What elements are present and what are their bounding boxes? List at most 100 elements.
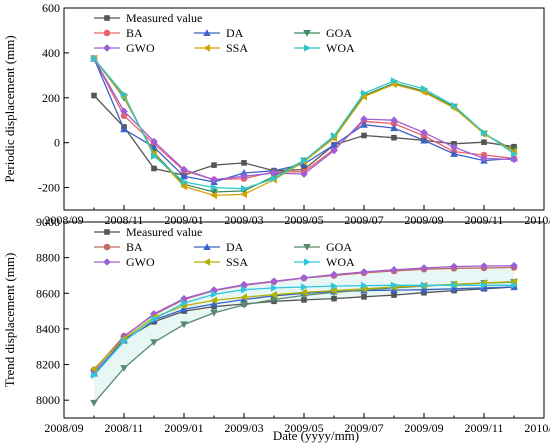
- data-point: [450, 150, 458, 157]
- data-point: [240, 172, 248, 181]
- legend-marker: [203, 258, 211, 266]
- data-point: [90, 54, 98, 63]
- y-axis-title: Periodic displacement (mm): [2, 35, 17, 182]
- chart-panel-2: 2008/09 2008/11 2009/01 2009/03 2009/05 2009/…: [2, 215, 550, 435]
- data-point: [120, 107, 128, 116]
- data-point: [90, 371, 98, 380]
- data-point: [300, 288, 308, 297]
- legend-label: WOA: [326, 255, 355, 269]
- data-point: [450, 143, 458, 151]
- data-point: [270, 284, 278, 292]
- y-tick-label: 8000: [36, 393, 60, 407]
- x-tick-label: 2009/11: [465, 421, 504, 435]
- data-point: [300, 156, 308, 165]
- data-point: [450, 281, 458, 290]
- data-point: [390, 116, 398, 125]
- y-tick-label: 8400: [36, 322, 60, 336]
- x-tick-label: 2008/11: [105, 213, 144, 227]
- data-point: [330, 141, 338, 148]
- legend-marker: [303, 243, 311, 251]
- series-6: [90, 54, 518, 193]
- legend-label: DA: [226, 240, 244, 254]
- data-point: [450, 101, 458, 110]
- data-point: [240, 184, 248, 193]
- x-tick-label: 2009/03: [224, 213, 263, 227]
- y-tick-label: 600: [42, 1, 60, 15]
- data-point: [360, 92, 368, 101]
- data-point: [330, 132, 338, 140]
- data-point: [120, 125, 128, 133]
- data-point: [240, 190, 248, 199]
- x-tick-label: 2009/01: [164, 421, 203, 435]
- data-point: [120, 112, 128, 120]
- data-point: [361, 132, 367, 139]
- x-tick-label: 2008/09: [44, 421, 83, 435]
- data-point: [510, 281, 518, 290]
- data-point: [510, 277, 518, 286]
- data-point: [390, 265, 398, 274]
- legend-label: Measured value: [126, 11, 202, 25]
- data-point: [210, 290, 218, 298]
- x-tick-label: 2009/09: [404, 213, 443, 227]
- x-tick-label: 2008/09: [44, 213, 83, 227]
- data-point: [90, 365, 98, 373]
- data-point: [360, 281, 368, 290]
- data-point: [120, 365, 128, 372]
- legend-label: WOA: [326, 41, 355, 55]
- data-point: [511, 143, 517, 150]
- series-4: [90, 54, 518, 184]
- data-point: [120, 90, 128, 99]
- data-point: [420, 136, 428, 144]
- legend-marker: [104, 229, 110, 235]
- legend-label: GOA: [326, 240, 352, 254]
- data-point: [150, 315, 158, 323]
- series-6: [90, 281, 518, 380]
- data-point: [210, 309, 218, 317]
- data-point: [510, 155, 518, 164]
- data-point: [150, 137, 158, 146]
- legend-label: GWO: [126, 255, 155, 269]
- chart-panel-1: 2008/09 2008/11 2009/01 2009/03 2009/05 2009/…: [2, 1, 550, 227]
- legend-label: BA: [126, 240, 143, 254]
- data-point: [180, 299, 188, 307]
- data-point: [240, 293, 248, 301]
- data-point: [480, 128, 488, 137]
- legend-marker: [303, 44, 311, 52]
- y-tick-label: 8800: [36, 251, 60, 265]
- data-point: [150, 152, 158, 160]
- data-point: [481, 139, 487, 146]
- data-point: [180, 321, 188, 329]
- data-point: [331, 295, 337, 302]
- data-point: [240, 301, 248, 309]
- data-point: [360, 268, 368, 276]
- data-point: [120, 337, 128, 346]
- series-5: [90, 54, 518, 200]
- y-tick-label: 9000: [36, 215, 60, 229]
- x-tick-label: 2009/05: [284, 421, 323, 435]
- x-tick-label: 2009/07: [344, 421, 383, 435]
- legend-label: Measured value: [126, 225, 202, 239]
- data-point: [450, 262, 458, 271]
- data-point: [91, 92, 97, 99]
- data-point: [361, 294, 367, 300]
- y-tick-label: 200: [42, 91, 60, 105]
- data-point: [391, 292, 397, 298]
- legend-label: GWO: [126, 41, 155, 55]
- series-3: [90, 279, 518, 407]
- x-tick-label: 2010/01: [524, 213, 550, 227]
- data-point: [240, 285, 248, 294]
- data-point: [420, 85, 428, 93]
- x-tick-label: 2010/01: [524, 421, 550, 435]
- legend-label: DA: [226, 26, 244, 40]
- legend-label: SSA: [226, 255, 248, 269]
- data-point: [210, 296, 218, 305]
- data-point: [510, 261, 518, 270]
- data-point: [90, 399, 98, 407]
- series-2: [90, 54, 518, 185]
- data-point: [300, 283, 308, 291]
- data-point: [300, 170, 308, 178]
